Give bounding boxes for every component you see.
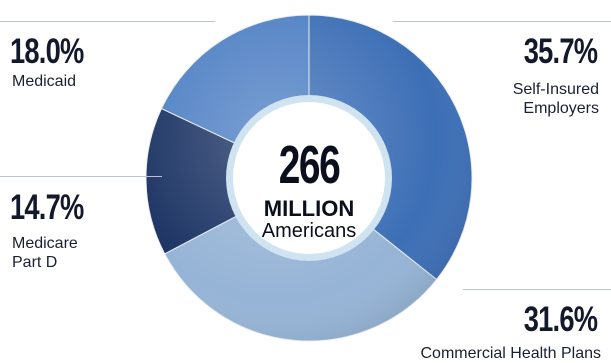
- self-insured-label: Self-Insured Employers: [513, 80, 599, 118]
- commercial-label-line: Commercial Health Plans: [420, 345, 601, 362]
- medicare-label-line-1: Medicare: [12, 235, 78, 252]
- center-unit: MILLION: [263, 196, 355, 221]
- medicare-percent: 14.7%: [10, 188, 84, 227]
- commercial-label: Commercial Health Plans: [420, 344, 601, 363]
- commercial-rule: [463, 289, 611, 290]
- center-value: 266: [278, 135, 341, 195]
- medicare-label: Medicare Part D: [12, 234, 78, 272]
- medicaid-percent: 18.0%: [10, 32, 84, 71]
- self-insured-label-line-2: Employers: [523, 100, 599, 117]
- medicaid-label: Medicaid: [12, 72, 76, 91]
- commercial-percent: 31.6%: [523, 300, 597, 339]
- medicaid-rule: [0, 21, 215, 22]
- center-label: Americans: [261, 220, 357, 242]
- medicare-rule: [0, 176, 162, 177]
- medicare-label-line-2: Part D: [12, 254, 58, 271]
- donut-hole: [233, 102, 385, 254]
- medicaid-label-line: Medicaid: [12, 73, 77, 90]
- self-insured-label-line-1: Self-Insured: [512, 81, 599, 98]
- self-insured-percent: 35.7%: [523, 32, 597, 71]
- self-insured-rule: [393, 21, 611, 22]
